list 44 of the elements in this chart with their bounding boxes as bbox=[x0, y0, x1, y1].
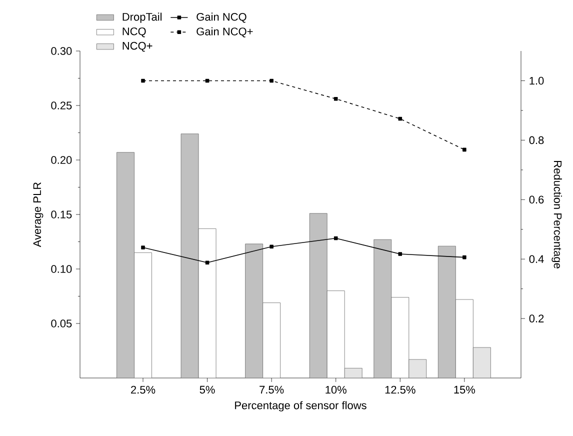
bar bbox=[472, 347, 491, 378]
y-tick-label: 0.10 bbox=[51, 265, 72, 273]
x-tick-label: 15% bbox=[454, 386, 476, 394]
bar bbox=[438, 246, 456, 378]
point bbox=[141, 246, 145, 250]
point bbox=[141, 78, 145, 83]
y-tick-label: 0.05 bbox=[51, 320, 72, 328]
point bbox=[205, 260, 210, 265]
y2-tick-label: 0.4 bbox=[529, 255, 544, 263]
point bbox=[270, 244, 274, 248]
x-tick-label: 2.5% bbox=[131, 386, 156, 394]
bar bbox=[180, 134, 199, 378]
legend-label: NCQ bbox=[122, 27, 146, 38]
bar bbox=[245, 244, 264, 378]
y2-tick-label: 0.6 bbox=[529, 196, 544, 204]
point bbox=[334, 236, 338, 240]
x-tick-label: 10% bbox=[326, 386, 346, 394]
y-tick-label: 0.30 bbox=[51, 47, 72, 55]
legend-label: DropTail bbox=[122, 12, 162, 23]
y-tick-label: 0.15 bbox=[51, 210, 72, 218]
legend-label: Gain NCQ bbox=[196, 12, 246, 23]
point bbox=[462, 148, 466, 152]
point bbox=[398, 252, 402, 256]
bar bbox=[408, 359, 427, 378]
y-axis-title: Average PLR bbox=[33, 182, 44, 248]
y-tick-label: 0.20 bbox=[51, 156, 72, 164]
point bbox=[334, 96, 338, 101]
x-tick-label: 5% bbox=[200, 386, 215, 394]
point bbox=[270, 78, 274, 83]
bar bbox=[374, 239, 392, 378]
x-axis-title: Percentage of sensor flows bbox=[235, 401, 366, 412]
y2-tick-label: 0.8 bbox=[529, 136, 544, 144]
point bbox=[398, 116, 402, 121]
bar bbox=[309, 213, 328, 378]
legend-label: Gain NCQ+ bbox=[196, 27, 253, 38]
legend-label: NCQ+ bbox=[122, 42, 152, 52]
x-tick-label: 7.5% bbox=[260, 386, 284, 394]
bar bbox=[116, 152, 134, 378]
y2-tick-label: 0.2 bbox=[529, 314, 544, 322]
point bbox=[462, 255, 466, 260]
y-tick-label: 0.25 bbox=[51, 102, 72, 110]
y2-tick-label: 1.0 bbox=[530, 76, 544, 85]
y2-axis-title: Reduction Percentage bbox=[552, 160, 562, 268]
x-tick-label: 12.5% bbox=[385, 386, 416, 394]
